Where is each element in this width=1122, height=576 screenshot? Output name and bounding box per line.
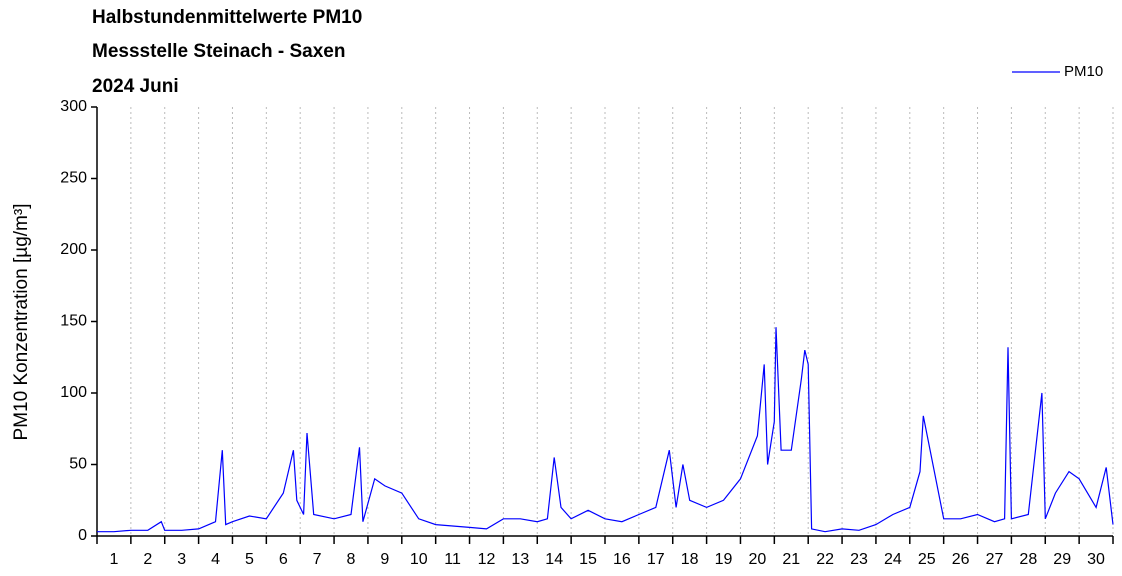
x-tick-label: 28 <box>1019 551 1037 568</box>
y-tick-label: 300 <box>60 98 87 115</box>
x-tick-label: 17 <box>647 551 665 568</box>
y-tick-label: 250 <box>60 170 87 187</box>
x-tick-label: 19 <box>715 551 733 568</box>
x-tick-label: 9 <box>380 551 389 568</box>
x-tick-label: 11 <box>444 551 461 568</box>
x-tick-label: 3 <box>177 551 186 568</box>
x-tick-label: 4 <box>211 551 220 568</box>
x-tick-label: 29 <box>1053 551 1071 568</box>
chart-title: Halbstundenmittelwerte PM10 <box>92 7 362 28</box>
x-tick-label: 14 <box>545 551 563 568</box>
x-tick-label: 20 <box>749 551 767 568</box>
x-tick-label: 2 <box>143 551 152 568</box>
x-tick-label: 26 <box>952 551 970 568</box>
x-tick-label: 5 <box>245 551 254 568</box>
x-tick-label: 12 <box>478 551 496 568</box>
legend-label: PM10 <box>1064 63 1103 80</box>
chart-subtitle: Messstelle Steinach - Saxen <box>92 41 345 62</box>
y-tick-label: 100 <box>60 384 87 401</box>
x-tick-label: 13 <box>511 551 529 568</box>
y-tick-label: 50 <box>69 456 87 473</box>
x-tick-label: 25 <box>918 551 936 568</box>
x-tick-label: 27 <box>986 551 1004 568</box>
y-tick-label: 200 <box>60 241 87 258</box>
x-tick-label: 7 <box>313 551 322 568</box>
x-tick-label: 30 <box>1087 551 1105 568</box>
x-tick-label: 16 <box>613 551 631 568</box>
x-tick-label: 1 <box>109 551 118 568</box>
x-tick-label: 24 <box>884 551 902 568</box>
line-series <box>97 327 1114 533</box>
y-tick-label: 0 <box>78 527 87 544</box>
x-tick-label: 21 <box>782 551 800 568</box>
x-tick-label: 8 <box>347 551 356 568</box>
x-tick-label: 6 <box>279 551 288 568</box>
chart-subtitle: 2024 Juni <box>92 76 179 97</box>
x-tick-label: 22 <box>816 551 834 568</box>
y-tick-label: 150 <box>60 313 87 330</box>
x-tick-label: 10 <box>410 551 428 568</box>
y-axis-label: PM10 Konzentration [µg/m³] <box>11 204 32 441</box>
x-tick-label: 18 <box>681 551 699 568</box>
x-tick-label: 23 <box>850 551 868 568</box>
x-tick-label: 15 <box>579 551 597 568</box>
